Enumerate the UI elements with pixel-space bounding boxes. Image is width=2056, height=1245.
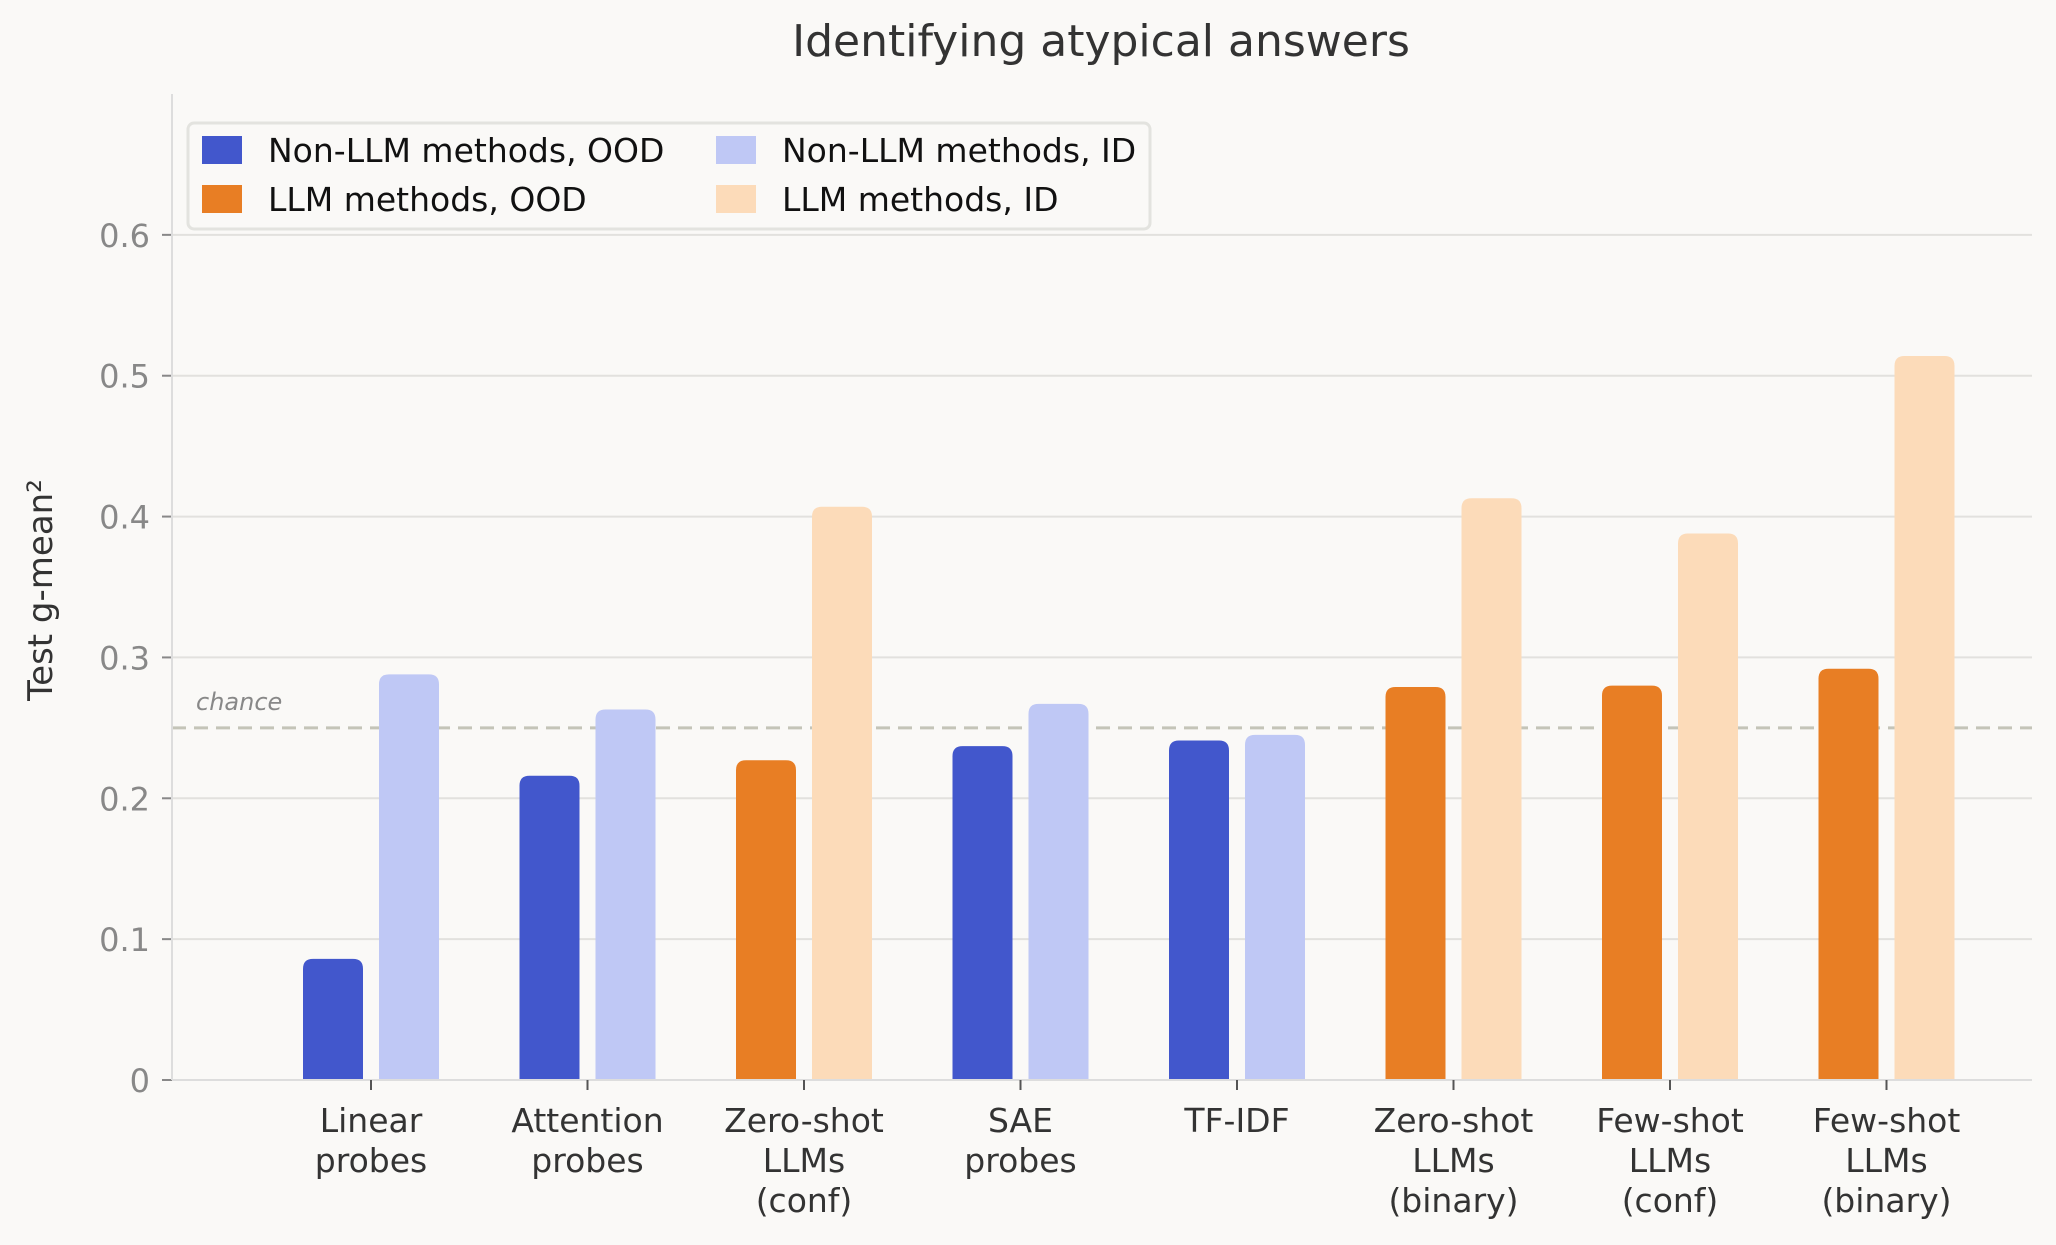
bar-ood	[736, 760, 796, 1080]
chart-title: Identifying atypical answers	[792, 16, 1410, 67]
bar-id	[812, 506, 872, 1080]
y-axis-label: Test g-mean²	[21, 479, 61, 702]
x-tick-label: LLMs	[763, 1141, 845, 1180]
bar-ood	[952, 746, 1013, 1080]
legend-swatch	[202, 185, 242, 213]
x-tick-label: (binary)	[1388, 1181, 1518, 1220]
legend-label: LLM methods, OOD	[268, 180, 587, 219]
legend-swatch	[202, 136, 242, 164]
legend-box	[186, 121, 1152, 231]
x-tick-label: Attention	[511, 1101, 663, 1140]
y-tick-label: 0.1	[99, 921, 150, 959]
bar-ood	[519, 775, 580, 1080]
legend-swatch	[716, 136, 756, 164]
bar-id	[1894, 355, 1955, 1081]
x-tick-label: Few-shot	[1813, 1101, 1961, 1140]
x-tick-label: (binary)	[1821, 1181, 1951, 1220]
x-tick-label: Linear	[320, 1101, 423, 1140]
legend-label: Non-LLM methods, ID	[782, 131, 1136, 170]
y-tick-label: 0.3	[99, 639, 150, 677]
bar-ood	[303, 958, 363, 1080]
bar-ood	[1818, 668, 1879, 1080]
y-tick-label: 0	[130, 1062, 150, 1100]
chance-label: chance	[196, 688, 282, 716]
bar-id	[1028, 703, 1089, 1080]
x-tick-label: LLMs	[1845, 1141, 1927, 1180]
gridlines	[172, 233, 2032, 941]
y-tick-label: 0.2	[99, 780, 150, 818]
x-tick-label: Zero-shot	[724, 1101, 884, 1140]
x-tick-label: probes	[964, 1141, 1076, 1180]
legend-label: Non-LLM methods, OOD	[268, 131, 664, 170]
axes: 00.10.20.30.40.50.6LinearprobesAttention…	[99, 94, 2032, 1220]
legend: Non-LLM methods, OOD Non-LLM methods, ID L…	[186, 121, 1152, 231]
y-tick-label: 0.5	[99, 358, 150, 396]
x-tick-label: probes	[315, 1141, 427, 1180]
bar-ood	[1602, 685, 1662, 1080]
bar-ood	[1385, 687, 1446, 1080]
x-tick-label: (conf)	[756, 1181, 853, 1220]
y-tick-label: 0.4	[99, 499, 150, 537]
legend-label: LLM methods, ID	[782, 180, 1059, 219]
chance-line-group: chance	[172, 688, 2032, 730]
x-tick-label: (conf)	[1622, 1181, 1719, 1220]
bar-id	[1245, 734, 1305, 1080]
bar-ood	[1169, 740, 1229, 1080]
x-tick-label: SAE	[988, 1101, 1053, 1140]
y-tick-label: 0.6	[99, 217, 150, 255]
x-tick-label: Few-shot	[1596, 1101, 1744, 1140]
x-tick-label: Zero-shot	[1374, 1101, 1534, 1140]
x-tick-label: TF-IDF	[1183, 1101, 1289, 1140]
bar-id	[1461, 498, 1522, 1080]
bar-id	[379, 674, 439, 1080]
bars	[303, 355, 1955, 1081]
legend-swatch	[716, 185, 756, 213]
bar-id	[1678, 533, 1738, 1080]
x-tick-label: LLMs	[1629, 1141, 1711, 1180]
x-tick-label: probes	[531, 1141, 643, 1180]
bar-id	[595, 709, 656, 1080]
x-tick-label: LLMs	[1412, 1141, 1494, 1180]
